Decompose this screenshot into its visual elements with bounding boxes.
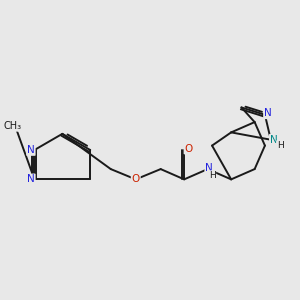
Text: H: H: [209, 171, 215, 180]
Text: N: N: [27, 174, 35, 184]
Text: H: H: [277, 141, 284, 150]
Text: N: N: [270, 135, 278, 145]
Text: CH₃: CH₃: [3, 121, 22, 131]
Text: O: O: [132, 174, 140, 184]
Text: N: N: [205, 164, 213, 173]
Text: N: N: [27, 145, 35, 155]
Text: N: N: [264, 108, 272, 118]
Text: O: O: [184, 143, 193, 154]
